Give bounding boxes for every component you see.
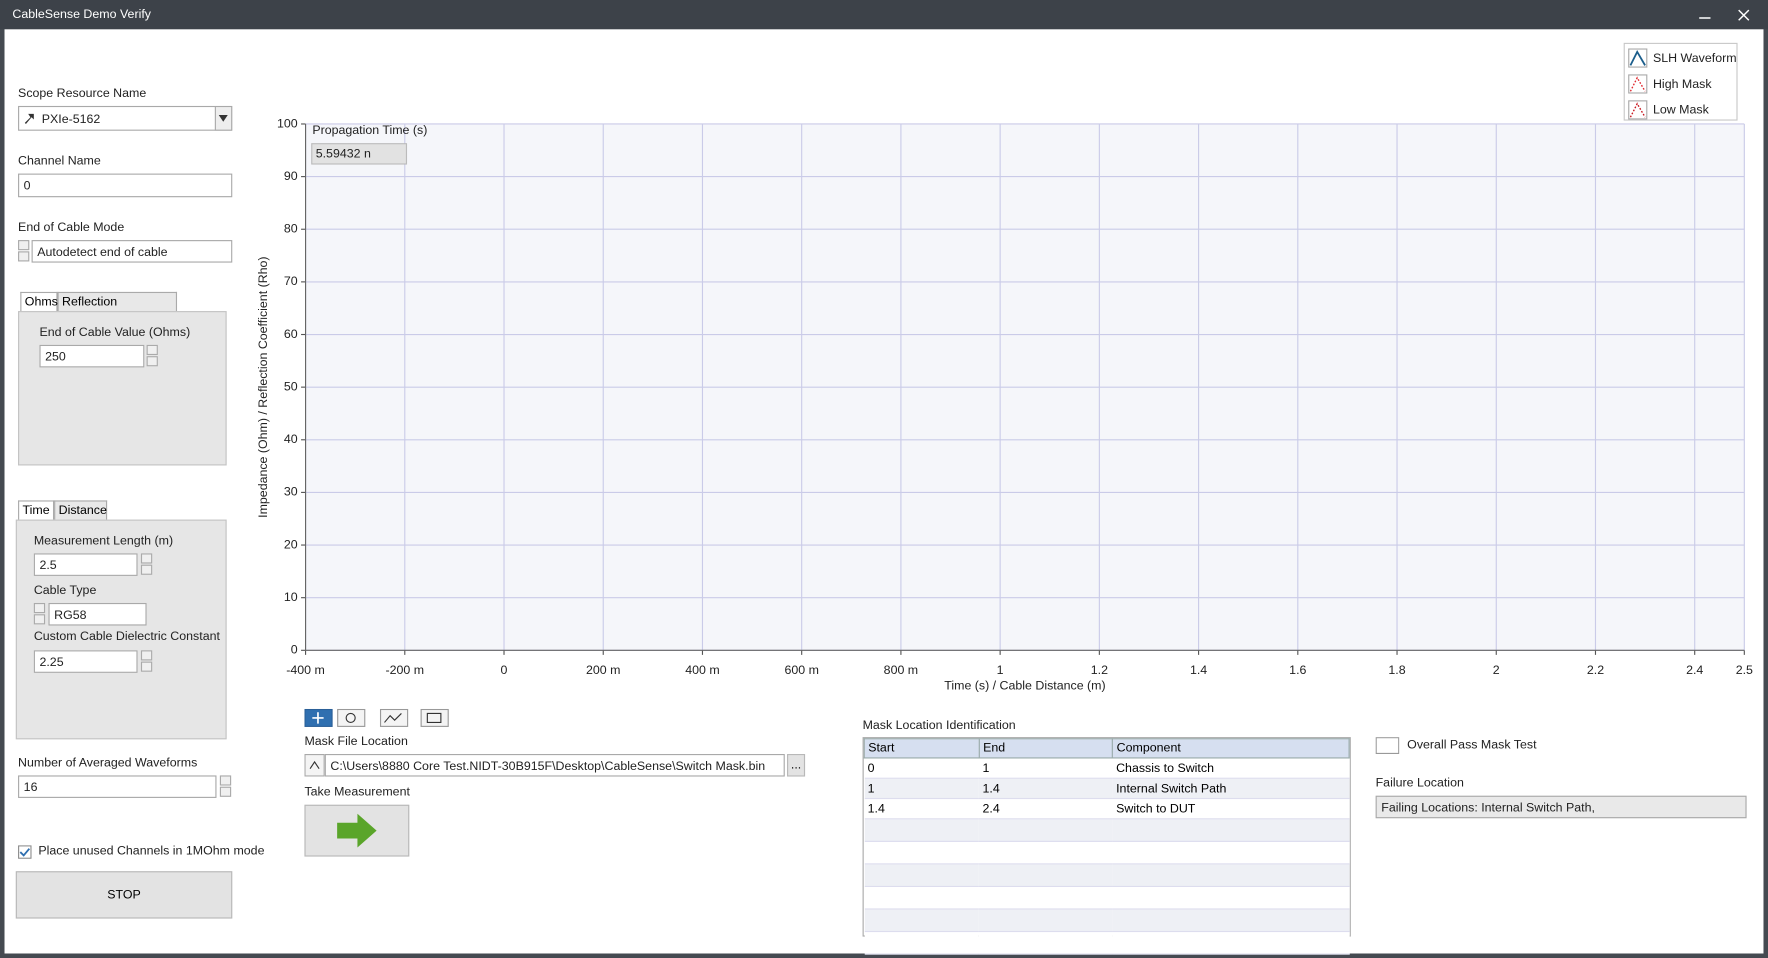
table-cell: 1 xyxy=(979,757,1113,779)
numeric-input[interactable]: 2.25 xyxy=(33,650,138,673)
table-cell: 1.4 xyxy=(979,778,1113,800)
tab[interactable]: Reflection Coefficient xyxy=(57,291,178,328)
label: Mask File Location xyxy=(304,734,408,749)
label: Take Measurement xyxy=(304,785,410,800)
checkbox[interactable] xyxy=(18,845,32,859)
table-cell: 1.4 xyxy=(864,798,980,820)
checkbox-label: Place unused Channels in 1MOhm mode xyxy=(38,844,265,858)
spinner[interactable] xyxy=(18,240,30,263)
numeric-input[interactable]: 16 xyxy=(18,775,217,798)
table-cell: Switch to DUT xyxy=(1112,798,1350,820)
empty-cell xyxy=(979,863,1113,887)
empty-cell xyxy=(979,908,1113,933)
table-title: Mask Location Identification xyxy=(862,719,1016,733)
table-row: 0 1 Chassis to Switch xyxy=(864,757,1350,779)
empty-cell xyxy=(979,818,1113,842)
tab-panel xyxy=(18,311,227,466)
empty-cell xyxy=(864,931,980,955)
spinner[interactable] xyxy=(33,602,46,626)
header-row: Start End Component xyxy=(863,738,1350,759)
empty-cell xyxy=(1112,931,1350,955)
title-bar: CableSense Demo Verify xyxy=(0,0,1768,30)
empty-cell xyxy=(1112,908,1350,933)
empty-row xyxy=(864,931,1350,955)
spinner[interactable] xyxy=(219,775,232,798)
label: End of Cable Value (Ohms) xyxy=(39,325,191,340)
enum-input[interactable]: RG58 xyxy=(48,602,147,626)
tab[interactable]: Distance xyxy=(54,500,108,520)
table-cell: Chassis to Switch xyxy=(1112,757,1350,779)
empty-cell xyxy=(864,886,980,910)
spinner[interactable] xyxy=(140,553,153,576)
tab[interactable]: Time xyxy=(18,500,55,520)
empty-cell xyxy=(864,908,980,933)
label: Cable Type xyxy=(33,583,97,598)
resource-combo[interactable]: PXIe-5162 xyxy=(18,105,233,131)
empty-row xyxy=(864,886,1350,910)
empty-cell xyxy=(1112,841,1350,865)
empty-row xyxy=(864,841,1350,865)
combo-decor xyxy=(24,105,233,131)
tab[interactable]: Ohms xyxy=(20,291,58,312)
spinner[interactable] xyxy=(140,650,153,673)
column-header: End xyxy=(978,738,1114,759)
table-cell: Internal Switch Path xyxy=(1112,778,1350,800)
empty-row xyxy=(864,863,1350,887)
empty-cell xyxy=(1112,863,1350,887)
label: End of Cable Mode xyxy=(18,220,125,235)
mask-table: Start End Component 0 1 Chassis to Switch 1 1.4… xyxy=(863,738,1350,955)
stop-button[interactable]: STOP xyxy=(15,871,233,919)
label: Failure Location xyxy=(1375,776,1464,791)
window-title: CableSense Demo Verify xyxy=(12,7,151,22)
column-header: Component xyxy=(1112,738,1350,759)
path-icon xyxy=(304,754,325,777)
empty-cell xyxy=(864,863,980,887)
label: Channel Name xyxy=(18,154,101,168)
column-header: Start xyxy=(863,738,980,759)
table-cell: 0 xyxy=(864,757,980,779)
empty-row xyxy=(864,908,1350,933)
graph-toolbar[interactable] xyxy=(304,708,451,727)
table-row: 1 1.4 Internal Switch Path xyxy=(864,778,1350,800)
arrow-icon xyxy=(337,813,377,848)
table-cell: 1 xyxy=(864,778,980,800)
empty-cell xyxy=(979,841,1113,865)
file-path-input[interactable]: C:\Users\8880 Core Test.NIDT-30B915F\Des… xyxy=(324,754,785,777)
window-buttons[interactable] xyxy=(1696,9,1764,23)
empty-row xyxy=(864,818,1350,842)
failure-output: Failing Locations: Internal Switch Path, xyxy=(1375,795,1747,819)
empty-cell xyxy=(1112,818,1350,842)
numeric-input[interactable]: 2.5 xyxy=(33,553,138,576)
indicator-label: Overall Pass Mask Test xyxy=(1407,738,1537,752)
browse-button[interactable]: ... xyxy=(787,754,806,777)
table-frame: Start End Component 0 1 Chassis to Switch 1 1.4… xyxy=(862,737,1351,955)
table-row: 1.4 2.4 Switch to DUT xyxy=(864,798,1350,820)
empty-cell xyxy=(979,931,1113,955)
label: Scope Resource Name xyxy=(18,86,147,101)
take-measurement-button[interactable] xyxy=(304,804,410,857)
empty-cell xyxy=(864,818,980,842)
text-input[interactable]: 0 xyxy=(18,173,233,198)
empty-cell xyxy=(1112,886,1350,910)
spinner[interactable] xyxy=(146,344,158,368)
numeric-input[interactable]: 250 xyxy=(39,344,145,368)
empty-cell xyxy=(864,841,980,865)
label: Measurement Length (m) xyxy=(33,534,174,548)
table-cell: 2.4 xyxy=(979,798,1113,820)
label: Number of Averaged Waveforms xyxy=(18,756,198,770)
indicator xyxy=(1375,737,1400,755)
label: Custom Cable Dielectric Constant xyxy=(33,630,220,644)
enum-input[interactable]: Autodetect end of cable xyxy=(31,240,233,263)
check-mark xyxy=(19,848,31,857)
empty-cell xyxy=(979,886,1113,910)
